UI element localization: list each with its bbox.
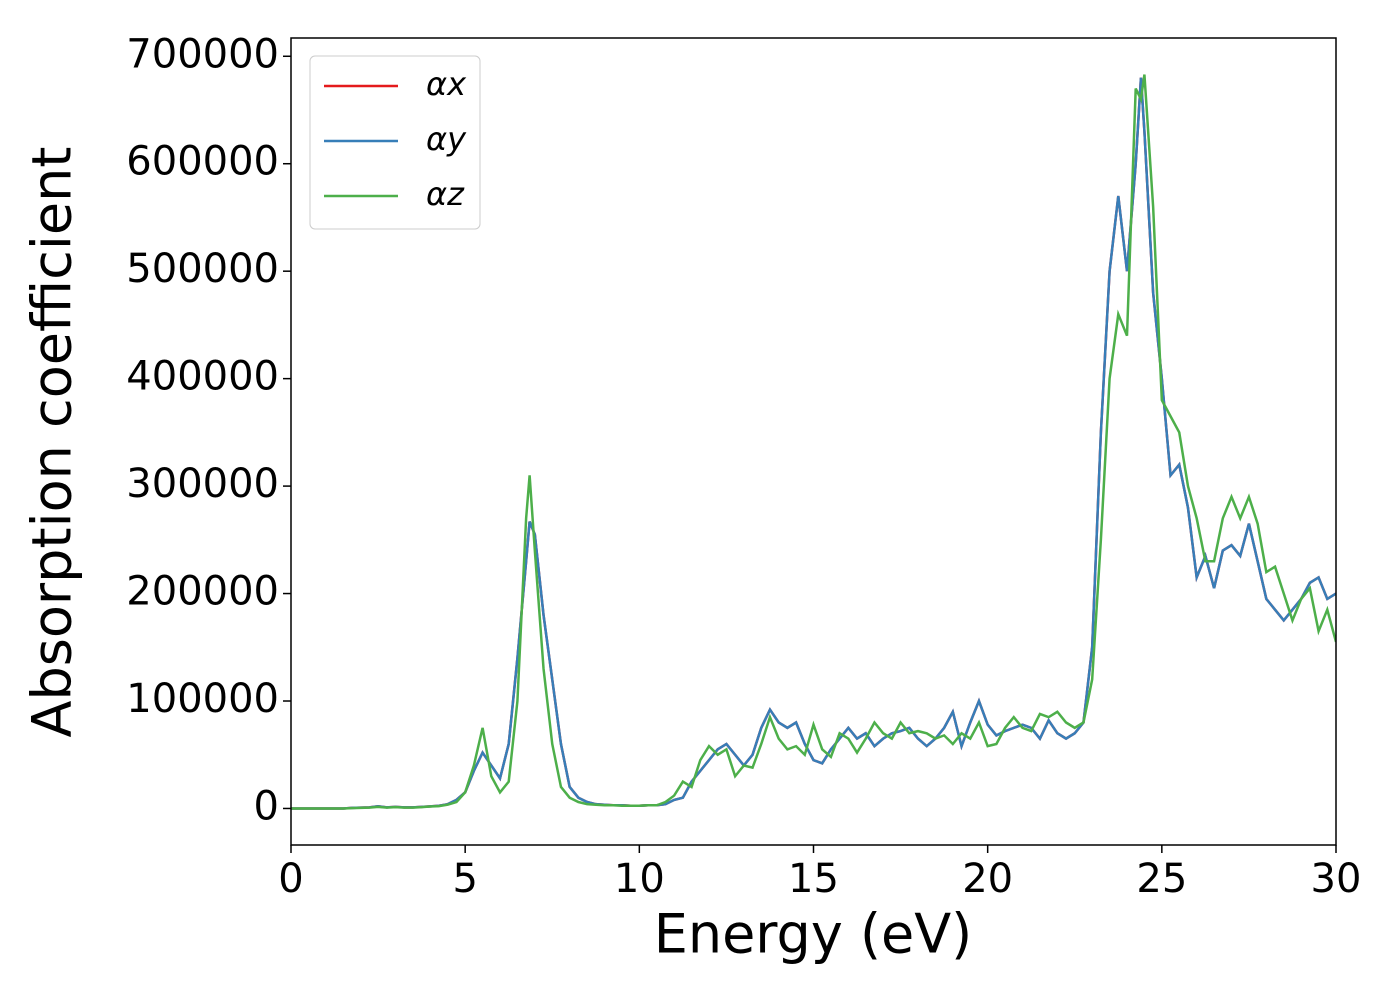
y-tick-label: 500000 xyxy=(126,246,279,292)
x-tick-label: 25 xyxy=(1136,856,1187,902)
x-tick-label: 10 xyxy=(614,856,665,902)
legend-label: αx xyxy=(426,65,467,103)
y-tick-label: 300000 xyxy=(126,461,279,507)
y-tick-label: 400000 xyxy=(126,354,279,400)
y-axis-label: Absorption coefficient xyxy=(21,147,84,738)
x-tick-label: 30 xyxy=(1311,856,1362,902)
legend-label: αy xyxy=(426,120,467,158)
y-tick-label: 200000 xyxy=(126,569,279,615)
y-tick-label: 0 xyxy=(254,783,279,829)
x-tick-label: 0 xyxy=(278,856,303,902)
series-line xyxy=(291,74,1336,810)
x-tick-label: 20 xyxy=(962,856,1013,902)
y-tick-label: 700000 xyxy=(126,31,279,77)
x-tick-label: 15 xyxy=(788,856,839,902)
plot-frame xyxy=(290,37,1337,846)
x-axis-label: Energy (eV) xyxy=(654,903,973,966)
x-tick-label: 5 xyxy=(452,856,477,902)
y-tick-label: 600000 xyxy=(126,139,279,185)
legend-box xyxy=(309,55,481,230)
y-tick-label: 100000 xyxy=(126,676,279,722)
legend-label: αz xyxy=(426,175,465,213)
